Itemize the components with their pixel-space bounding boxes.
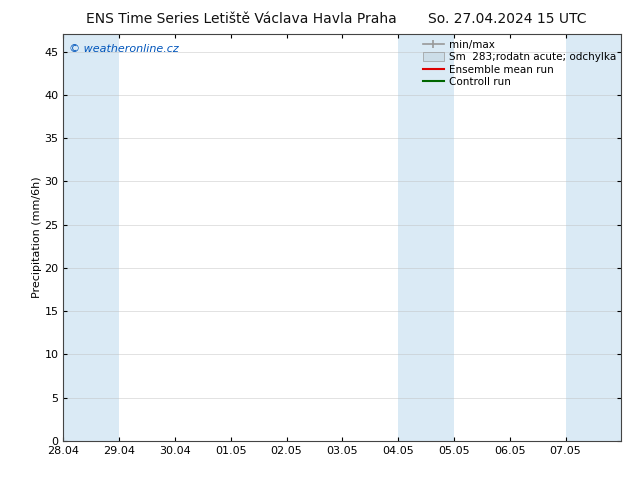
- Legend: min/max, Sm  283;rodatn acute; odchylka, Ensemble mean run, Controll run: min/max, Sm 283;rodatn acute; odchylka, …: [420, 36, 619, 91]
- Bar: [566, 34, 621, 441]
- Bar: [398, 34, 454, 441]
- Text: So. 27.04.2024 15 UTC: So. 27.04.2024 15 UTC: [428, 12, 586, 26]
- Text: ENS Time Series Letiště Václava Havla Praha: ENS Time Series Letiště Václava Havla Pr…: [86, 12, 396, 26]
- Y-axis label: Precipitation (mm/6h): Precipitation (mm/6h): [32, 177, 42, 298]
- Bar: [63, 34, 119, 441]
- Text: © weatheronline.cz: © weatheronline.cz: [69, 45, 179, 54]
